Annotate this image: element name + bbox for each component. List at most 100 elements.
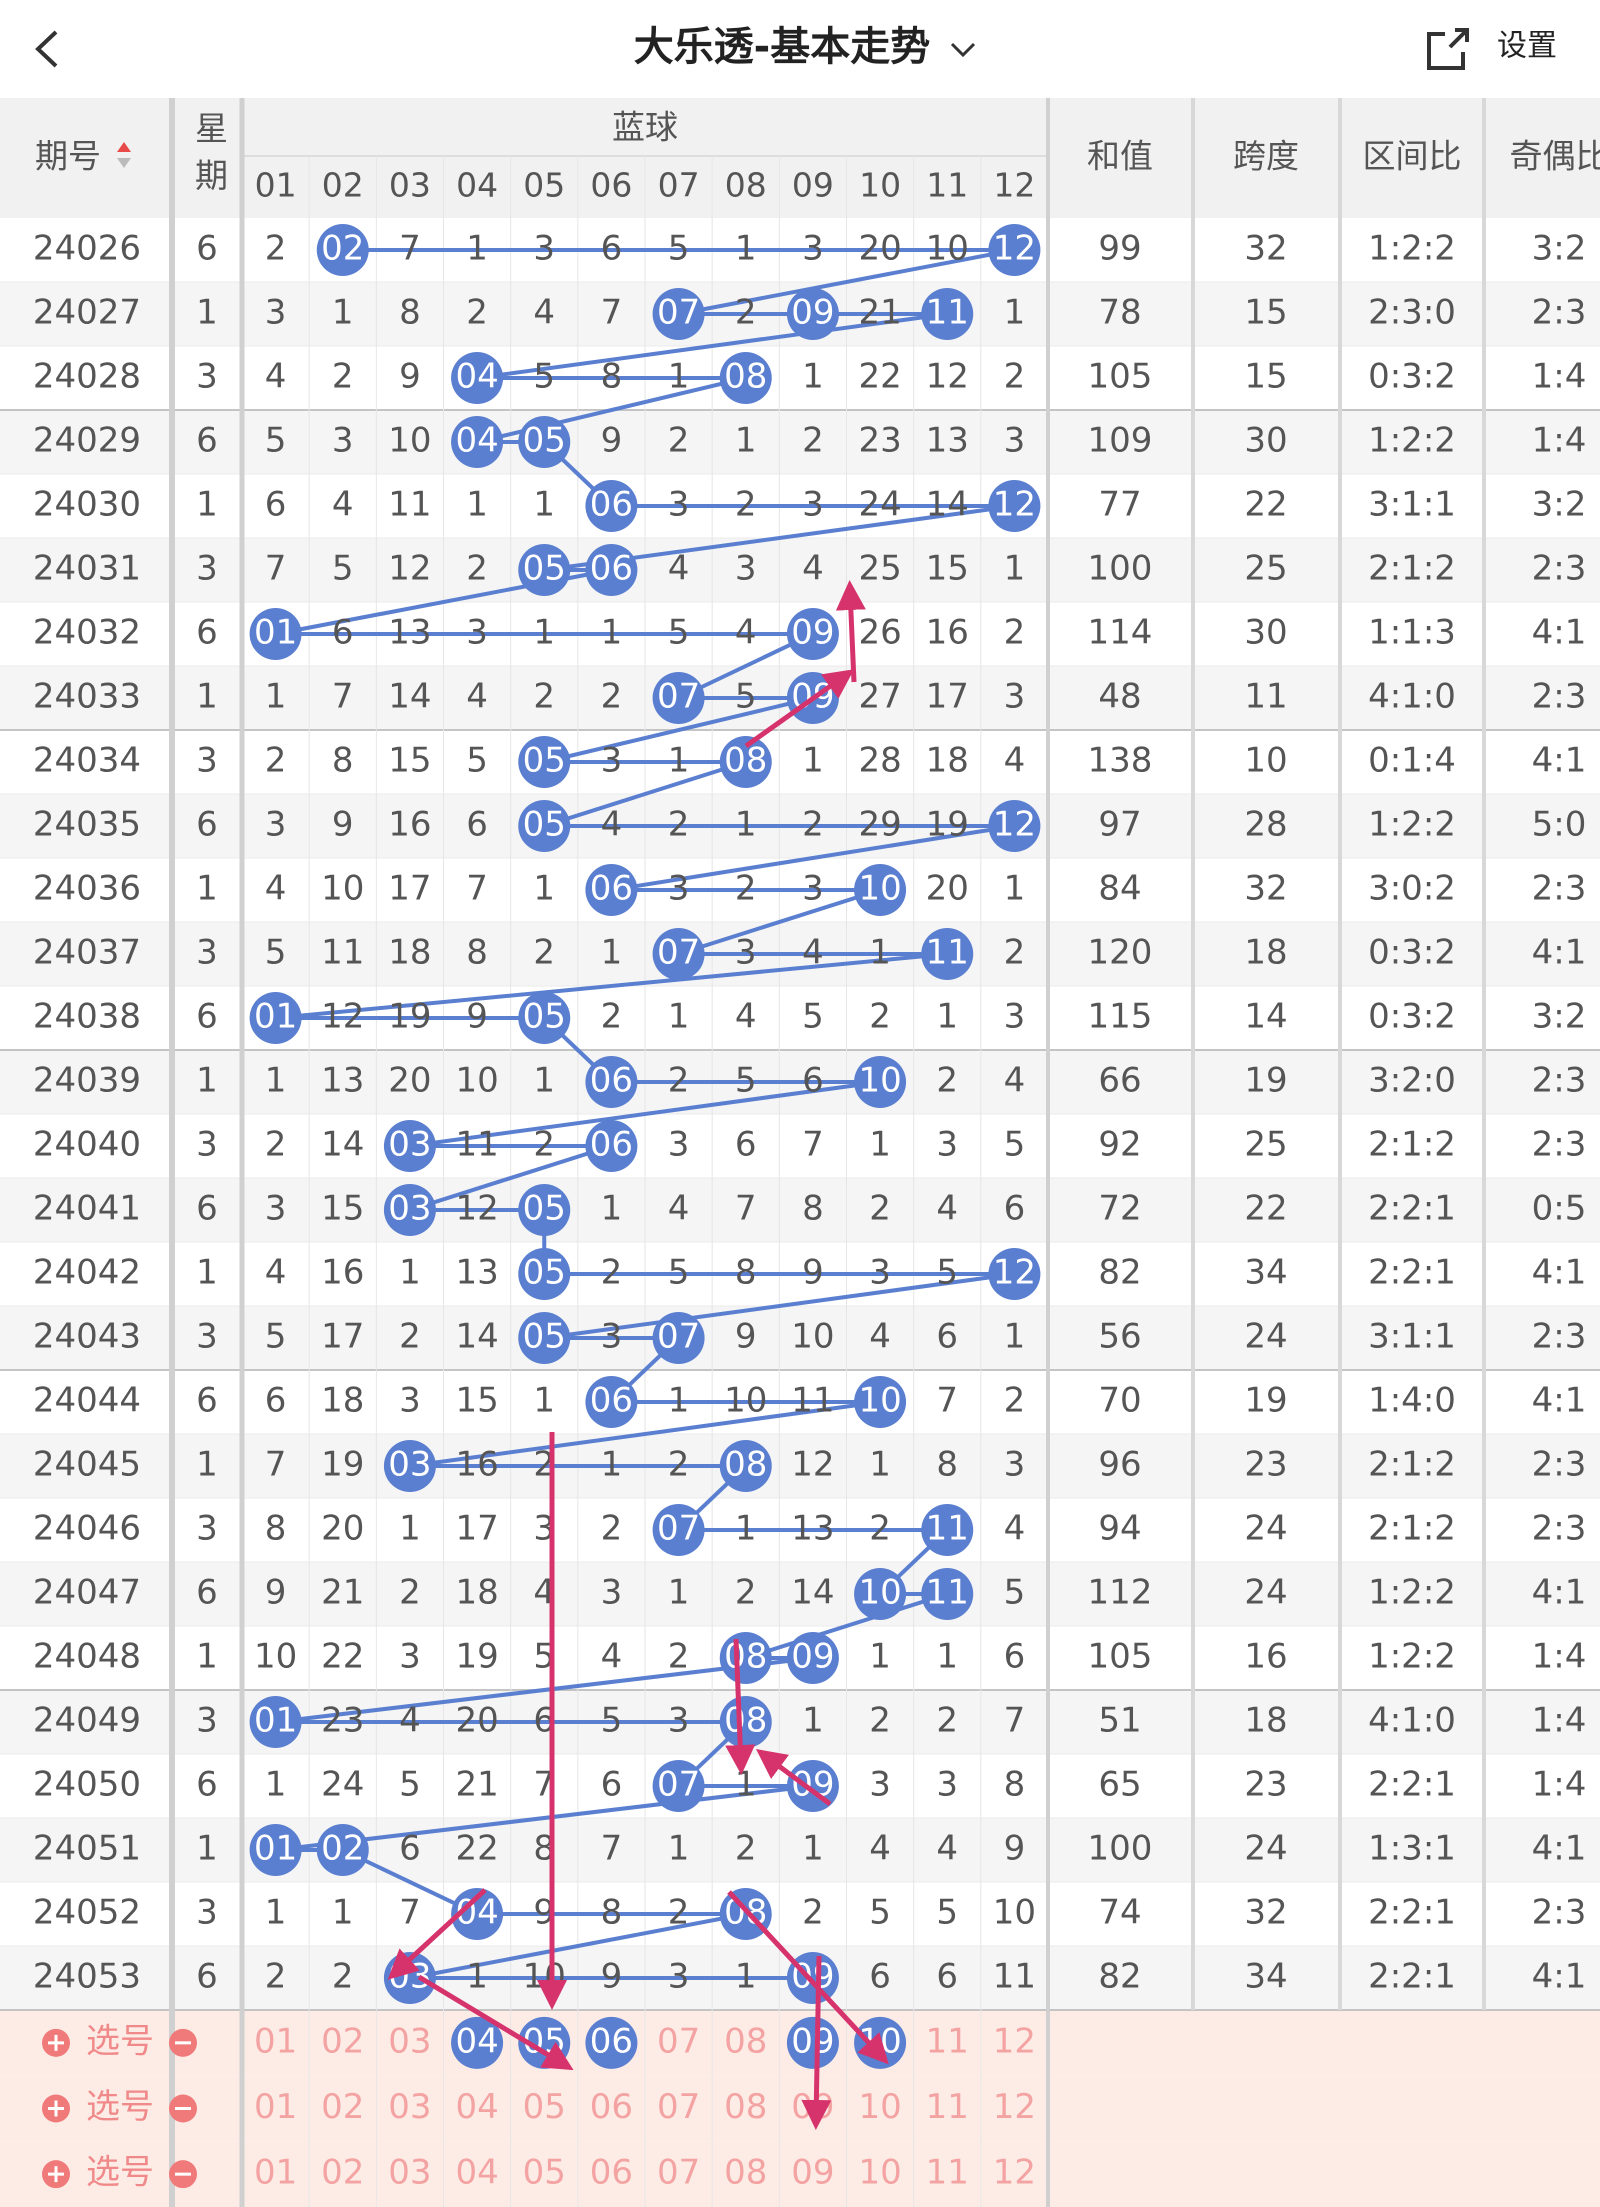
- blue-ball-number: 12: [993, 805, 1036, 845]
- selectable-number[interactable]: 07: [657, 2153, 700, 2193]
- miss-count: 8: [601, 1893, 623, 1933]
- selectable-number[interactable]: 09: [791, 2087, 834, 2127]
- selectable-number[interactable]: 11: [926, 2153, 969, 2193]
- selectable-number[interactable]: 11: [926, 2021, 969, 2061]
- blue-ball-number: 04: [455, 421, 498, 461]
- miss-count: 3: [466, 613, 488, 653]
- trend-line: [409, 1144, 613, 1212]
- miss-count: 1: [601, 933, 623, 973]
- stat-value: 114: [1088, 613, 1153, 653]
- column-header: 奇偶比: [1510, 137, 1600, 176]
- selectable-number[interactable]: 03: [388, 2021, 431, 2061]
- row-background: [0, 1306, 1600, 1370]
- sort-icon[interactable]: [117, 142, 131, 152]
- blue-ball: [518, 1312, 571, 1364]
- settings-button[interactable]: 设置: [1497, 29, 1557, 64]
- miss-count: 2: [466, 549, 488, 589]
- trend-line: [543, 696, 814, 764]
- column-header: 10: [859, 166, 901, 205]
- selectable-number[interactable]: 03: [388, 2153, 431, 2193]
- selectable-number[interactable]: 09: [791, 2153, 834, 2193]
- column-header: 04: [456, 166, 498, 205]
- selectable-number[interactable]: 03: [388, 2087, 431, 2127]
- miss-count: 5: [265, 421, 287, 461]
- blue-ball: [786, 288, 839, 340]
- selected-ball[interactable]: [451, 2016, 504, 2069]
- miss-count: 13: [321, 1061, 364, 1101]
- selectable-number[interactable]: 08: [724, 2021, 767, 2061]
- blue-ball: [451, 1888, 504, 1940]
- share-icon[interactable]: [1427, 28, 1469, 70]
- stat-value: 74: [1098, 1893, 1141, 1933]
- selectable-number[interactable]: 12: [993, 2087, 1036, 2127]
- annotation-arrow: [801, 1955, 832, 2130]
- stat-value: 1:4: [1532, 357, 1587, 397]
- miss-count: 9: [601, 421, 623, 461]
- selectable-number[interactable]: 02: [321, 2153, 364, 2193]
- miss-count: 8: [735, 1253, 757, 1293]
- selectable-number[interactable]: 08: [724, 2087, 767, 2127]
- selectable-number[interactable]: 07: [657, 2021, 700, 2061]
- add-icon: [48, 2166, 64, 2183]
- stat-value: 32: [1244, 1893, 1287, 1933]
- selectable-number[interactable]: 06: [590, 2087, 633, 2127]
- selectable-number[interactable]: 04: [455, 2153, 498, 2193]
- selectable-number[interactable]: 10: [858, 2153, 901, 2193]
- selectable-number[interactable]: 05: [523, 2087, 566, 2127]
- miss-count: 18: [321, 1381, 364, 1421]
- selected-ball[interactable]: [786, 2016, 839, 2069]
- miss-count: 20: [455, 1701, 498, 1741]
- selectable-number[interactable]: 06: [590, 2153, 633, 2193]
- stat-value: 4:1:0: [1368, 1701, 1456, 1741]
- miss-count: 3: [802, 869, 824, 909]
- miss-count: 3: [265, 293, 287, 333]
- miss-count: 18: [388, 933, 431, 973]
- selectable-number[interactable]: 12: [993, 2153, 1036, 2193]
- miss-count: 2: [466, 293, 488, 333]
- page-title[interactable]: 大乐透-基本走势: [634, 24, 931, 70]
- miss-count: 5: [869, 1893, 891, 1933]
- selectable-number[interactable]: 10: [858, 2087, 901, 2127]
- selectable-number[interactable]: 02: [321, 2021, 364, 2061]
- miss-count: 9: [466, 997, 488, 1037]
- row-background: [0, 410, 1600, 474]
- blue-ball: [652, 928, 705, 980]
- blue-ball-number: 10: [858, 1573, 901, 1613]
- selectable-number[interactable]: 12: [993, 2021, 1036, 2061]
- dropdown-icon[interactable]: [950, 42, 976, 58]
- miss-count: 15: [388, 741, 431, 781]
- miss-count: 5: [466, 741, 488, 781]
- selectable-number[interactable]: 05: [523, 2153, 566, 2193]
- selectable-number[interactable]: 01: [254, 2153, 297, 2193]
- selectable-number[interactable]: 04: [455, 2087, 498, 2127]
- stat-value: 4:1: [1532, 1829, 1587, 1869]
- row-background: [0, 346, 1600, 410]
- selected-ball[interactable]: [585, 2016, 638, 2069]
- back-button[interactable]: [35, 30, 58, 68]
- blue-ball-number: 05: [523, 741, 566, 781]
- selectable-number[interactable]: 01: [254, 2087, 297, 2127]
- selectable-number[interactable]: 07: [657, 2087, 700, 2127]
- miss-count: 2: [1004, 357, 1026, 397]
- miss-count: 7: [399, 1893, 421, 1933]
- miss-count: 9: [1004, 1829, 1026, 1869]
- selectable-number[interactable]: 11: [926, 2087, 969, 2127]
- selectable-number[interactable]: 01: [254, 2021, 297, 2061]
- blue-ball: [451, 352, 504, 404]
- selectable-number[interactable]: 02: [321, 2087, 364, 2127]
- annotation-arrow: [727, 1890, 889, 2065]
- blue-ball-number: 02: [321, 1829, 364, 1869]
- selectable-number[interactable]: 08: [724, 2153, 767, 2193]
- miss-count: 3: [1004, 1445, 1026, 1485]
- blue-ball: [316, 1824, 369, 1876]
- blue-ball: [249, 1696, 302, 1748]
- stat-value: 96: [1098, 1445, 1141, 1485]
- miss-count: 1: [1004, 293, 1026, 333]
- blue-ball-number: 12: [993, 229, 1036, 269]
- miss-count: 26: [858, 613, 901, 653]
- miss-count: 7: [265, 549, 287, 589]
- blue-ball: [585, 864, 638, 916]
- column-header: 区间比: [1363, 137, 1462, 176]
- miss-count: 5: [332, 549, 354, 589]
- sort-icon[interactable]: [117, 158, 131, 168]
